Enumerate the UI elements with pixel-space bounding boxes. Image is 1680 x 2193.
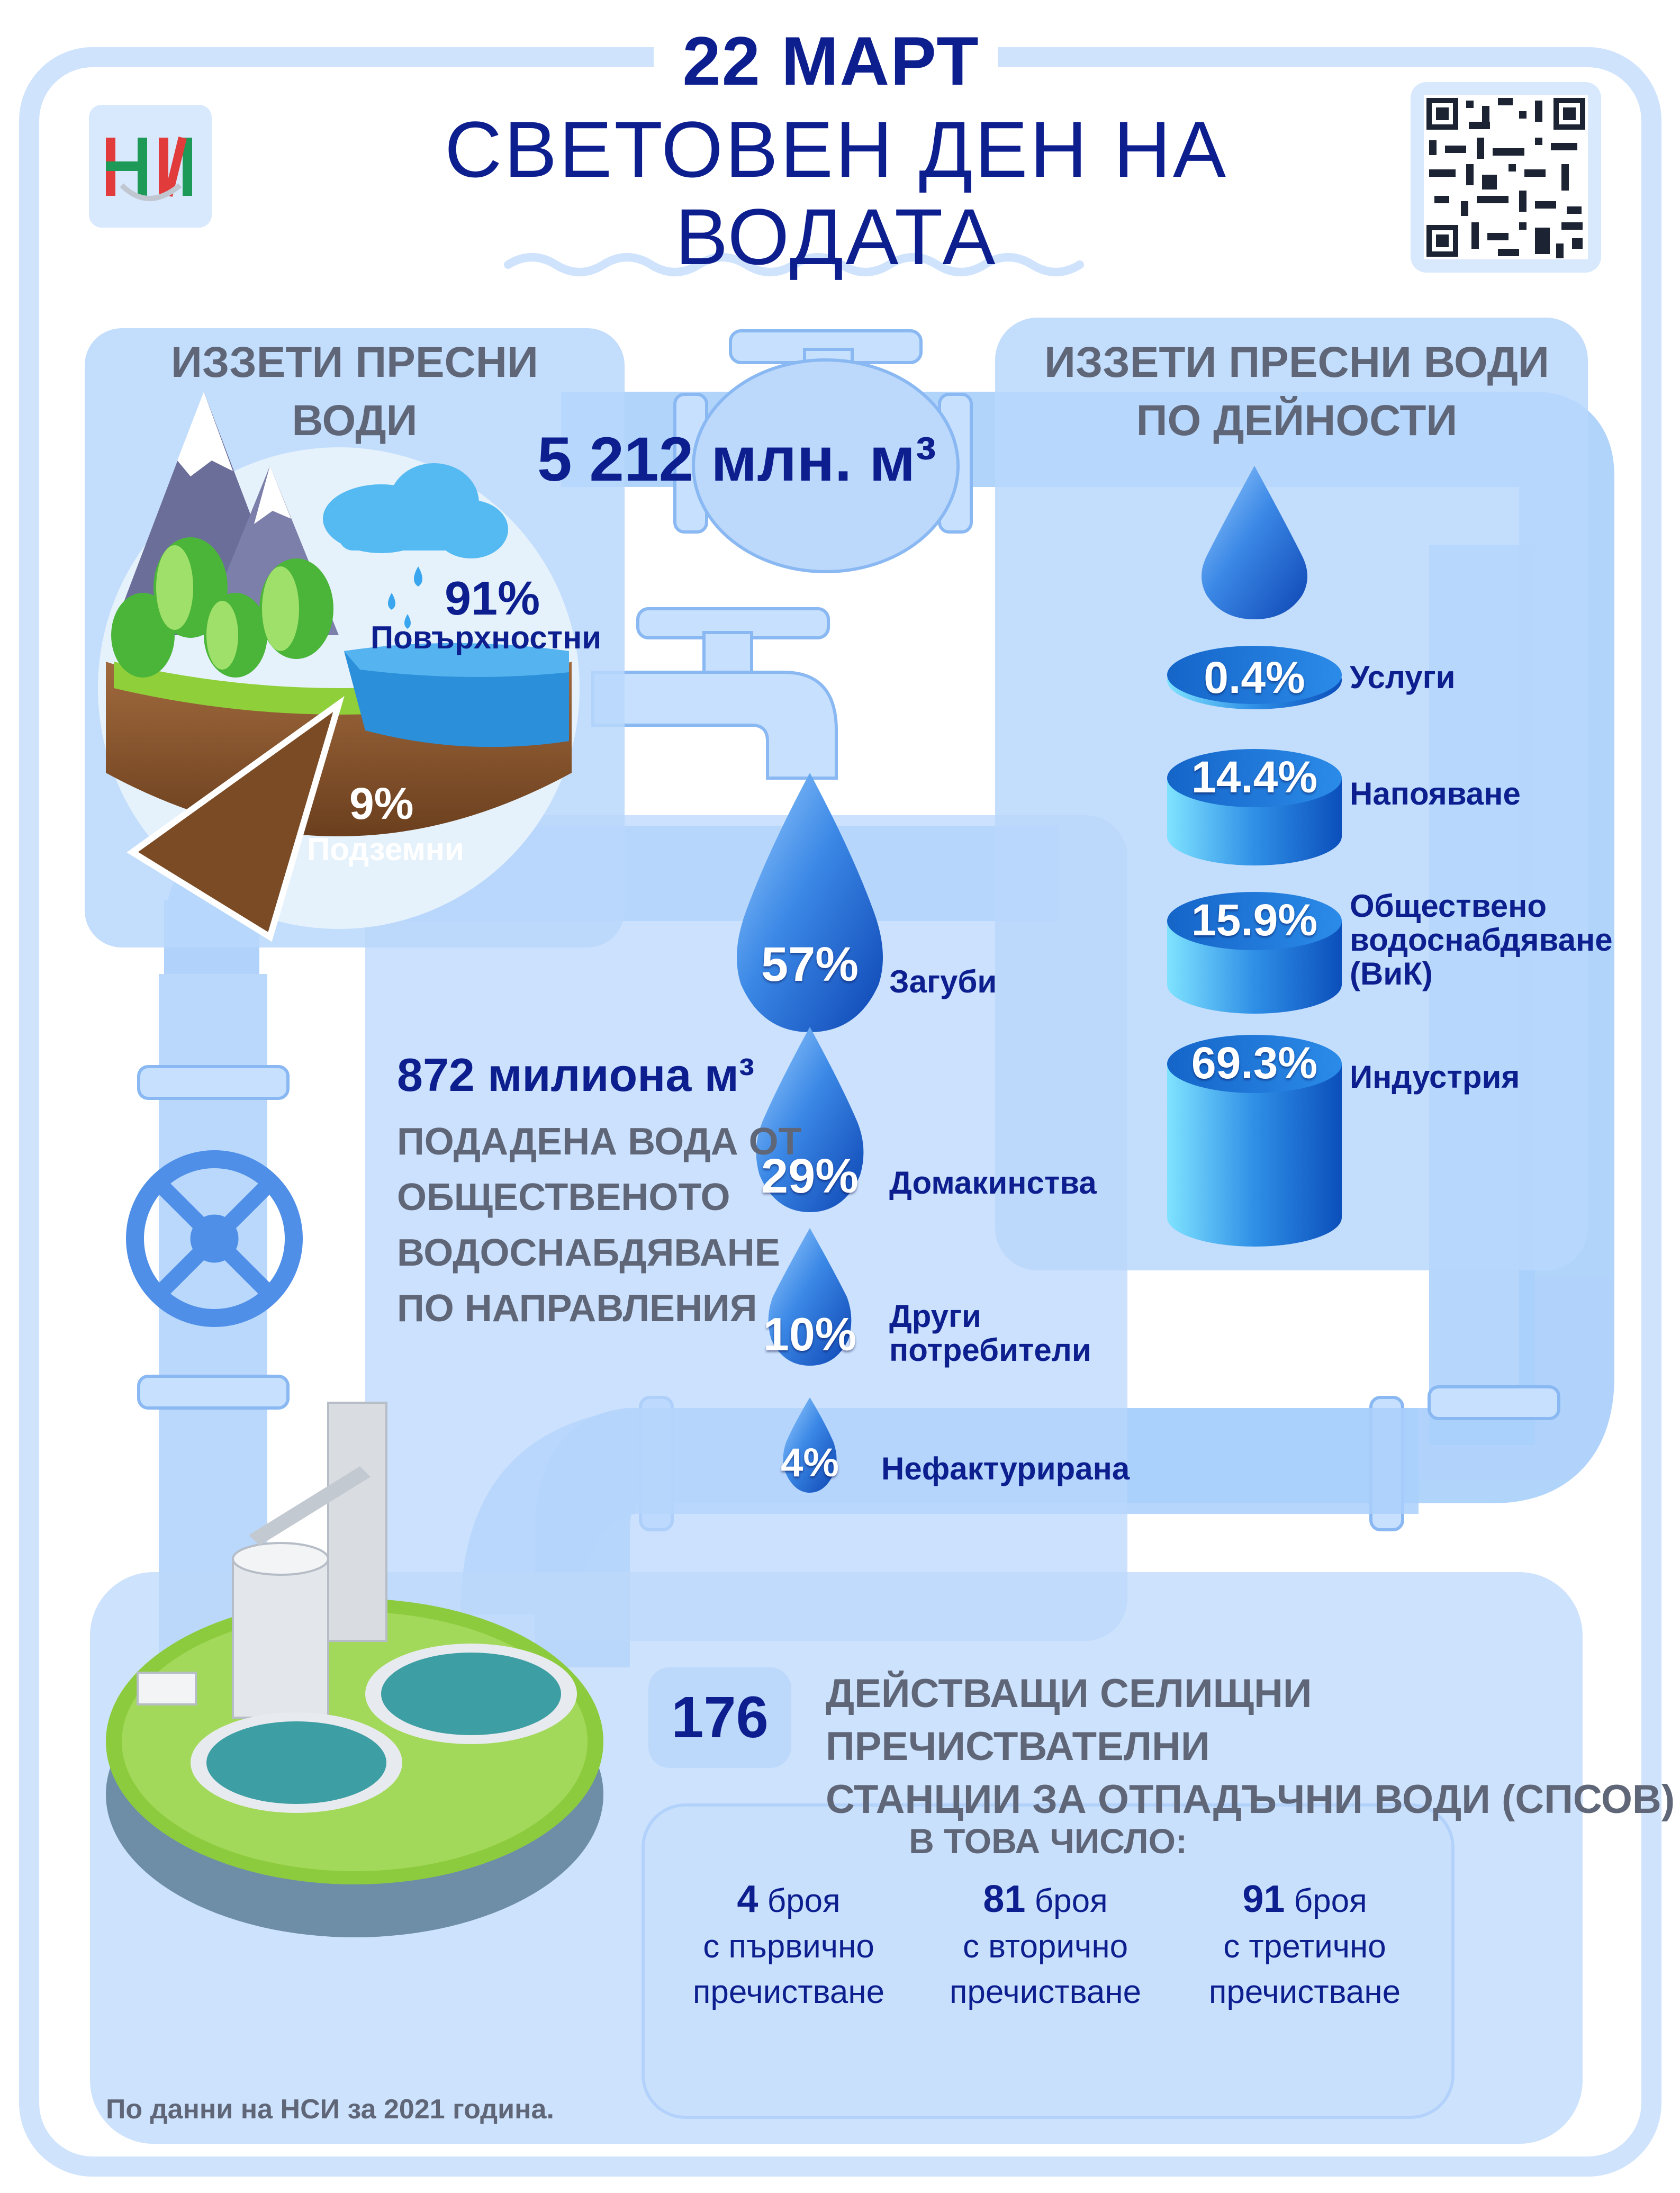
qr-code-icon xyxy=(1411,82,1601,273)
activity-label-public-supply-3: (ВиК) xyxy=(1350,956,1433,991)
supply-pct-losses: 57% xyxy=(761,937,859,991)
primary-unit: броя xyxy=(767,1883,841,1919)
title-line-1: СВЕТОВЕН ДЕН НА xyxy=(444,105,1229,194)
tertiary-unit: броя xyxy=(1294,1883,1367,1919)
primary-count: 4 xyxy=(737,1878,758,1920)
supply-pct-other: 10% xyxy=(763,1308,857,1360)
by-activity-title: ИЗЗЕТИ ПРЕСНИ ВОДИ ПО ДЕЙНОСТИ xyxy=(1016,333,1577,450)
treatment-count: 176 xyxy=(648,1667,791,1768)
landscape-illustration xyxy=(98,392,580,942)
supply-pct-households: 29% xyxy=(761,1149,859,1203)
withdrawn-title: ИЗЗЕТИ ПРЕСНИ ВОДИ xyxy=(171,338,538,445)
supply-label-households: Домакинства xyxy=(889,1165,1097,1201)
cylinder-services xyxy=(1167,646,1342,709)
activity-label-public-supply-2: водоснабдяване xyxy=(1350,922,1613,958)
treatment-col-secondary: 81 броя с вторично пречистване xyxy=(940,1876,1151,2015)
supply-drops xyxy=(737,773,883,1493)
activity-pct-public-supply: 15.9% xyxy=(1191,895,1318,945)
event-date: 22 МАРТ xyxy=(682,22,980,100)
by-activity-title-line-2: ПО ДЕЙНОСТИ xyxy=(1136,396,1458,445)
activity-label-services: Услуги xyxy=(1350,660,1456,695)
activity-label-industry: Индустрия xyxy=(1350,1059,1520,1095)
surface-label: Повърхностни xyxy=(371,620,602,655)
activity-pct-industry: 69.3% xyxy=(1191,1038,1318,1088)
secondary-line-2: с вторично xyxy=(962,1928,1128,1965)
primary-line-3: пречистване xyxy=(692,1974,885,2010)
title-line-2: ВОДАТА xyxy=(675,192,998,281)
treatment-col-primary: 4 броя с първично пречистване xyxy=(683,1876,895,2015)
supply-description: ПОДАДЕНА ВОДА ОТ ОБЩЕСТВЕНОТО ВОДОСНАБДЯ… xyxy=(397,1114,802,1337)
surface-pct: 91% xyxy=(445,572,540,625)
activity-pct-services: 0.4% xyxy=(1204,653,1305,702)
activity-label-public-supply: Обществено водоснабдяване (ВиК) xyxy=(1350,889,1613,991)
by-activity-title-line-1: ИЗЗЕТИ ПРЕСНИ ВОДИ xyxy=(1044,338,1549,386)
page-title: СВЕТОВЕН ДЕН НА ВОДАТА xyxy=(402,106,1270,281)
activity-label-irrigation: Напояване xyxy=(1350,776,1521,811)
cloud-icon xyxy=(323,463,508,558)
drop-households xyxy=(756,1027,864,1212)
tertiary-count: 91 xyxy=(1242,1878,1285,1920)
secondary-unit: броя xyxy=(1034,1883,1108,1919)
secondary-count: 81 xyxy=(983,1878,1026,1920)
supply-line-3: ВОДОСНАБДЯВАНЕ xyxy=(397,1232,780,1274)
drop-unbilled xyxy=(783,1397,837,1493)
faucet-icon xyxy=(591,607,838,780)
secondary-line-3: пречистване xyxy=(949,1974,1142,2010)
supply-line-2: ОБЩЕСТВЕНОТО xyxy=(397,1176,730,1219)
supply-amount: 872 милиона м³ xyxy=(397,1049,755,1101)
supply-label-unbilled: Нефактурирана xyxy=(881,1451,1130,1486)
footer-source: По данни на НСИ за 2021 година. xyxy=(106,2094,554,2125)
treatment-description: ДЕЙСТВАЩИ СЕЛИЩНИ ПРЕЧИСТВАТЕЛНИ СТАНЦИИ… xyxy=(826,1667,1680,1826)
cylinder-public-supply xyxy=(1167,892,1342,1014)
cylinder-irrigation xyxy=(1167,749,1342,865)
primary-line-2: с първично xyxy=(703,1928,874,1965)
cylinder-industry xyxy=(1167,1035,1342,1247)
activity-label-public-supply-1: Обществено xyxy=(1350,888,1547,924)
activity-cylinders xyxy=(1167,466,1342,1247)
withdrawn-total: 5 212 млн. м³ xyxy=(537,425,936,494)
drop-other-consumers xyxy=(768,1228,852,1366)
nsi-logo-icon xyxy=(106,137,192,201)
supply-pct-unbilled: 4% xyxy=(781,1440,839,1485)
supply-label-other-1: Други xyxy=(889,1298,981,1334)
activity-pct-irrigation: 14.4% xyxy=(1191,752,1318,802)
treatment-col-tertiary: 91 броя с третично пречистване xyxy=(1199,1876,1411,2015)
tertiary-line-3: пречистване xyxy=(1208,1974,1401,2010)
supply-label-losses: Загуби xyxy=(889,964,997,999)
treatment-line-1: ДЕЙСТВАЩИ СЕЛИЩНИ ПРЕЧИСТВАТЕЛНИ xyxy=(826,1671,1312,1769)
tertiary-line-2: с третично xyxy=(1223,1928,1386,1965)
supply-line-1: ПОДАДЕНА ВОДА ОТ xyxy=(397,1121,802,1163)
ground-label: Подземни xyxy=(307,832,464,867)
supply-label-other-2: потребители xyxy=(889,1332,1091,1368)
water-treatment-plant-illustration xyxy=(106,1402,603,1937)
water-drop-icon xyxy=(1202,466,1307,619)
valve-wheel-icon xyxy=(126,1150,303,1327)
supply-label-other: Други потребители xyxy=(889,1299,1091,1367)
supply-line-4: ПО НАПРАВЛЕНИЯ xyxy=(397,1287,757,1330)
ground-pct: 9% xyxy=(349,779,414,828)
drop-losses xyxy=(737,773,883,1032)
treatment-line-2: СТАНЦИИ ЗА ОТПАДЪЧНИ ВОДИ (СПСОВ) xyxy=(826,1777,1675,1822)
treatment-subtitle: В ТОВА ЧИСЛО: xyxy=(909,1821,1187,1861)
